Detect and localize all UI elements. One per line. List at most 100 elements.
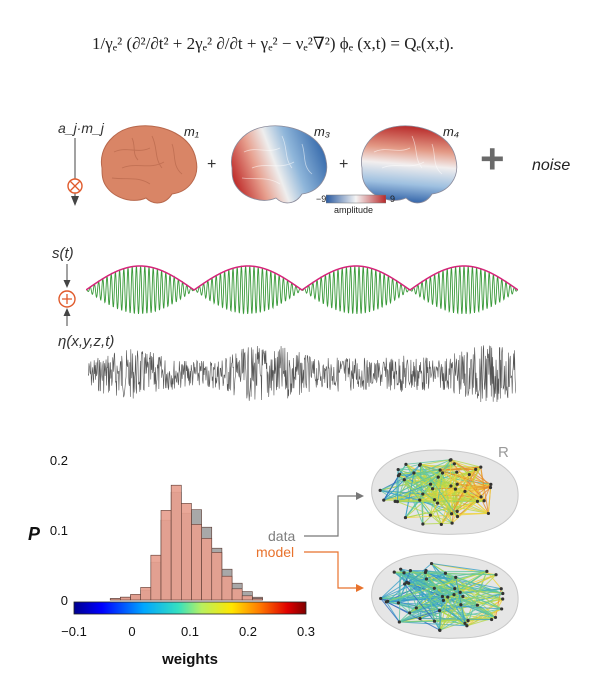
mode-label-m3: m₃ bbox=[314, 124, 330, 139]
connectome-node bbox=[450, 521, 454, 525]
connectome-edge bbox=[432, 488, 439, 504]
connectome-node bbox=[440, 594, 445, 599]
connectome-node bbox=[392, 570, 396, 574]
connectome-edge bbox=[408, 582, 466, 624]
connectome-edge bbox=[425, 572, 468, 627]
connectome-edge bbox=[431, 563, 487, 572]
connectome-node bbox=[432, 586, 436, 590]
brain-mode-m3 bbox=[230, 125, 328, 204]
legend-arrows bbox=[304, 492, 364, 592]
connectome-edge bbox=[456, 466, 482, 512]
connectome-node bbox=[423, 570, 428, 575]
connectome-node bbox=[402, 571, 406, 575]
connectome-edge bbox=[403, 572, 440, 611]
connectome-node bbox=[452, 462, 456, 466]
connectome-edge bbox=[410, 570, 502, 610]
connectome-edge bbox=[380, 570, 411, 599]
connectome-node bbox=[435, 501, 440, 505]
connectome-node bbox=[488, 485, 493, 490]
y-tick-label: 0 bbox=[61, 593, 68, 608]
connectome-node bbox=[453, 586, 457, 591]
connectome-node bbox=[493, 615, 498, 620]
connectome-edge bbox=[455, 577, 466, 624]
connectome-node bbox=[479, 495, 483, 499]
colorbar-max-label: 9 bbox=[390, 194, 396, 204]
connectome-edge bbox=[419, 463, 458, 517]
connectome-node bbox=[414, 606, 418, 610]
connectome-edge bbox=[432, 486, 491, 490]
connectome-edge bbox=[383, 473, 401, 501]
connectome-node bbox=[428, 482, 433, 486]
connectome-edge bbox=[380, 471, 457, 491]
histogram-bar-model bbox=[109, 598, 121, 601]
connectome-node bbox=[440, 471, 445, 475]
amplitude-colorbar bbox=[326, 194, 386, 204]
connectome-edge bbox=[419, 499, 489, 514]
noise-label: noise bbox=[532, 157, 571, 174]
connectome-edge bbox=[386, 588, 455, 603]
connectome-edge bbox=[380, 598, 400, 623]
connectome-model bbox=[371, 553, 519, 639]
connectome-edge bbox=[399, 588, 502, 623]
connectome-node bbox=[408, 569, 413, 573]
histogram-bar-model bbox=[221, 575, 233, 601]
connectome-node bbox=[436, 475, 440, 479]
connectome-edge bbox=[451, 511, 458, 524]
connectome-node bbox=[432, 619, 437, 623]
connectome-edge bbox=[405, 463, 438, 504]
histogram-bar-model bbox=[252, 598, 263, 601]
connectome-edge bbox=[399, 620, 435, 623]
connectome-edge bbox=[439, 469, 491, 488]
connectome-node bbox=[399, 567, 403, 571]
connectome-edge bbox=[439, 470, 453, 514]
connectome-node bbox=[455, 482, 459, 486]
connectome-edge bbox=[399, 621, 467, 627]
y-axis-label: P bbox=[28, 524, 41, 544]
histogram-bar-model bbox=[120, 596, 131, 601]
connectome-edge bbox=[419, 459, 452, 466]
connectome-edge bbox=[425, 570, 464, 597]
histogram-bar-model bbox=[140, 587, 152, 601]
connectome-node bbox=[479, 465, 483, 469]
connectome-node bbox=[386, 599, 390, 603]
connectome-node bbox=[455, 470, 459, 474]
connectome-node bbox=[438, 628, 442, 633]
connectome-node bbox=[500, 607, 504, 611]
connectome-edge bbox=[450, 459, 470, 475]
connectome-node bbox=[482, 499, 486, 503]
signal-label: s(t) bbox=[52, 245, 74, 262]
connectome-node bbox=[418, 463, 422, 467]
connectome-node bbox=[382, 498, 386, 502]
weights-histogram: −0.1 0 0.1 0.2 0.3 0 0.1 0.2 P weights bbox=[28, 453, 315, 668]
sum-node bbox=[58, 264, 76, 326]
noise-field-label: η(x,y,z,t) bbox=[58, 333, 115, 350]
connectome-edge bbox=[403, 479, 442, 525]
connectome-node bbox=[449, 484, 453, 488]
histogram-bar-model bbox=[170, 484, 182, 601]
connectome-node bbox=[490, 617, 494, 622]
histogram-bar-model bbox=[211, 552, 223, 601]
plus-2: + bbox=[339, 156, 349, 173]
connectome-node bbox=[418, 498, 422, 502]
connectome-node bbox=[489, 482, 493, 487]
connectome-node bbox=[449, 512, 454, 516]
connectome-node bbox=[421, 492, 425, 496]
x-tick-label: −0.1 bbox=[61, 624, 87, 639]
connectome-node bbox=[455, 514, 460, 519]
connectome-node bbox=[485, 569, 489, 573]
connectome-node bbox=[429, 561, 434, 566]
connectome-edge bbox=[425, 571, 456, 578]
connectome-edge bbox=[439, 592, 461, 631]
connectome-edge bbox=[420, 463, 478, 502]
histogram-bar-model bbox=[201, 538, 213, 601]
mode-label-m4: m₄ bbox=[443, 124, 460, 139]
connectome-node bbox=[378, 488, 382, 492]
connectome-edge bbox=[420, 618, 492, 621]
connectome-edge bbox=[405, 459, 452, 465]
connectome-node bbox=[396, 467, 400, 472]
y-tick-label: 0.2 bbox=[50, 453, 68, 468]
connectome-node bbox=[404, 462, 408, 466]
connectome-node bbox=[396, 601, 400, 605]
connectome-node bbox=[475, 499, 480, 503]
connectome-node bbox=[430, 487, 435, 491]
